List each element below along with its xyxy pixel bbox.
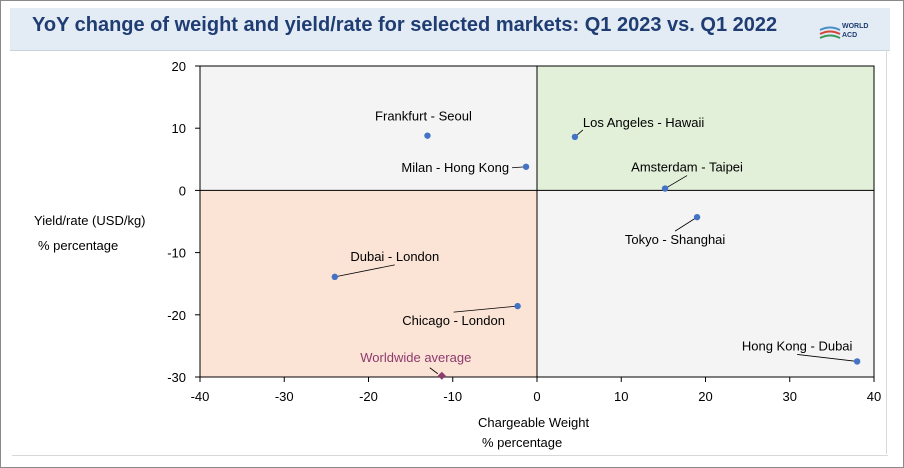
y-tick-label: -10 [167,246,186,261]
y-tick-label: 10 [172,121,186,136]
y-tick-label: 0 [179,183,186,198]
x-tick-label: 0 [533,389,540,404]
data-point [522,163,530,170]
x-tick-label: 20 [698,389,712,404]
x-tick-label: 10 [614,389,628,404]
leader-line [453,305,518,313]
data-point [693,213,701,221]
y-axis-sublabel: % percentage [38,238,119,253]
header-band [10,8,890,51]
average-label: Worldwide average [360,350,471,365]
x-tick-label: -40 [191,389,210,404]
point-label: Milan - Hong Kong [401,160,509,175]
chart-title: YoY change of weight and yield/rate for … [32,14,778,36]
point-label: Los Angeles - Hawaii [583,115,705,130]
leader-line [797,354,858,362]
x-tick-label: -10 [443,389,462,404]
point-label: Tokyo - Shanghai [625,232,726,247]
data-point [853,358,861,365]
point-label: Amsterdam - Taipei [631,160,743,175]
quadrant-top-left [200,66,537,191]
data-point [661,185,669,192]
y-tick-label: -30 [167,370,186,385]
x-tick-label: 40 [867,389,881,404]
side-divider [886,50,887,454]
point-label: Dubai - London [350,249,439,264]
average-marker [437,371,446,380]
quadrant-bottom-left [200,190,537,377]
data-point [331,273,338,281]
y-axis-label: Yield/rate (USD/kg) [34,213,146,228]
world-acd-logo: WORLD ACD [818,21,882,43]
x-tick-label: -20 [359,389,378,404]
average-leader-line [429,367,439,375]
point-label: Chicago - London [402,313,505,328]
leader-line [334,264,395,278]
logo-line-1: WORLD [842,23,869,30]
quadrant-bottom-right [537,190,874,377]
x-tick-label: -30 [275,389,294,404]
quadrant-top-right [537,66,874,191]
x-axis-sublabel: % percentage [482,435,563,450]
logo-text: WORLD ACD [842,22,868,40]
x-tick-label: 30 [783,389,797,404]
x-axis-label: Chargeable Weight [478,415,590,430]
point-label: Frankfurt - Seoul [375,109,472,124]
leader-line [674,216,698,232]
data-point [514,302,521,310]
y-tick-label: -20 [167,308,186,323]
logo-line-2: ACD [842,32,858,39]
y-tick-label: 20 [172,59,186,74]
leader-line [664,175,688,189]
data-point [424,132,431,139]
point-label: Hong Kong - Dubai [742,338,853,353]
data-point [571,133,579,141]
bottom-divider [12,455,888,456]
globe-icon [819,26,841,39]
